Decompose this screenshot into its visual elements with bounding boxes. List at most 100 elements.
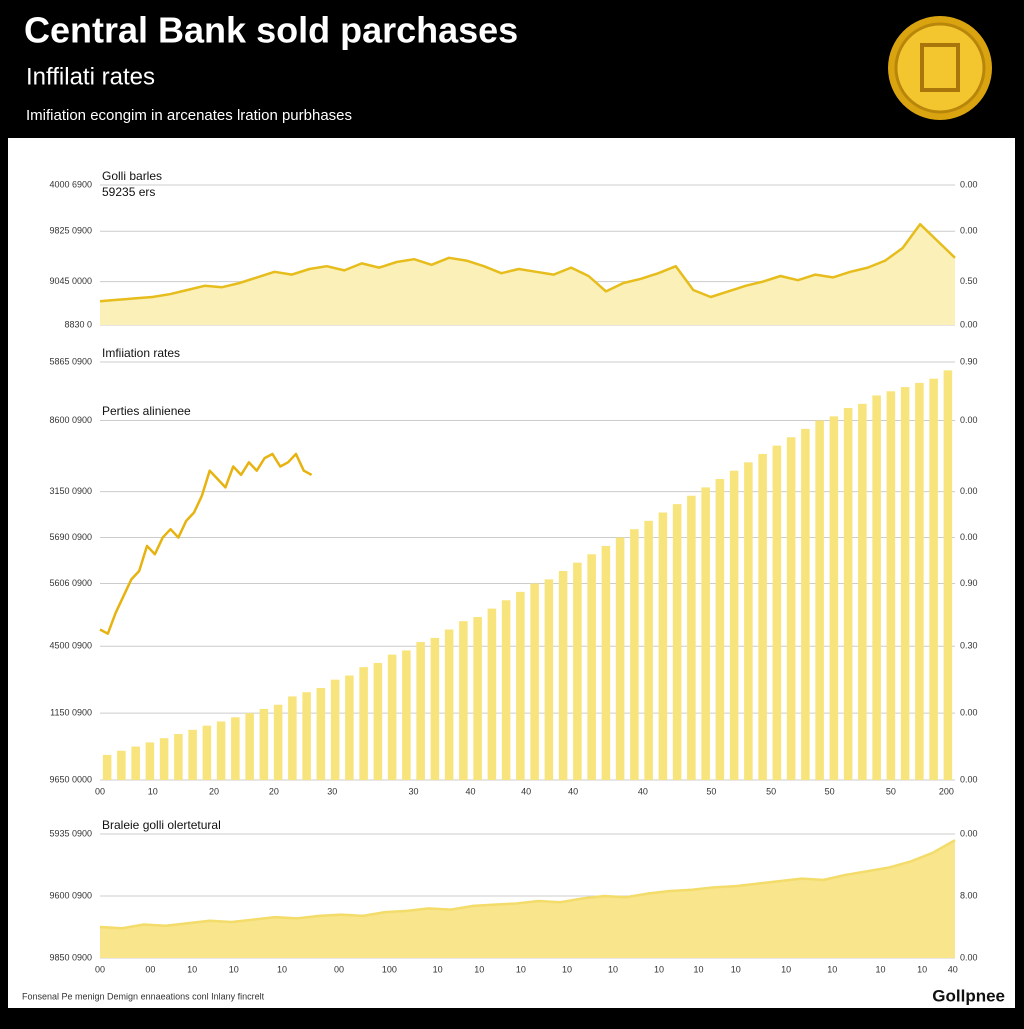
bar xyxy=(387,654,397,780)
x-tick-label: 10 xyxy=(148,786,158,796)
x-tick-label: 10 xyxy=(277,964,287,974)
area xyxy=(100,840,955,958)
bar xyxy=(758,453,767,780)
bar xyxy=(815,420,824,780)
bar xyxy=(288,696,297,780)
bar xyxy=(658,512,668,780)
x-tick-label: 40 xyxy=(638,786,648,796)
y-tick-label: 5935 0900 xyxy=(49,828,92,838)
bar xyxy=(772,445,782,780)
bar xyxy=(487,608,497,780)
bar xyxy=(929,378,938,780)
bar xyxy=(216,721,226,780)
x-tick-label: 00 xyxy=(95,964,105,974)
x-tick-label: 10 xyxy=(875,964,885,974)
bar xyxy=(544,579,554,780)
bar xyxy=(829,416,839,780)
x-tick-label: 00 xyxy=(145,964,155,974)
y-tick-label: 4500 0900 xyxy=(49,641,92,651)
bar xyxy=(644,520,653,780)
y2-tick-label: 0.00 xyxy=(960,828,978,838)
chart-title: Golli barles xyxy=(102,169,162,183)
bar xyxy=(444,629,454,780)
bar xyxy=(501,600,511,780)
bar xyxy=(601,545,611,780)
y-tick-label: 1150 0900 xyxy=(50,707,92,717)
x-tick-label: 10 xyxy=(187,964,197,974)
y-tick-label: 3150 0900 xyxy=(49,486,92,496)
bar xyxy=(259,708,269,780)
x-tick-label: 10 xyxy=(917,964,927,974)
y2-tick-label: 0.00 xyxy=(960,486,978,496)
bar xyxy=(231,717,240,780)
bar xyxy=(145,742,155,780)
y-tick-label: 8830 0 xyxy=(64,319,92,329)
subtitle: Inffilati rates xyxy=(26,63,155,90)
y2-tick-label: 8.00 xyxy=(960,890,978,900)
y2-tick-label: 0.00 xyxy=(960,774,978,784)
bar xyxy=(516,591,525,780)
bar xyxy=(188,729,197,780)
x-tick-label: 100 xyxy=(382,964,397,974)
bar xyxy=(729,470,739,780)
y-tick-label: 9600 0900 xyxy=(49,890,92,900)
y-tick-label: 4000 6900 xyxy=(49,179,92,189)
bar xyxy=(345,675,354,780)
bar xyxy=(159,738,169,780)
x-tick-label: 00 xyxy=(95,786,105,796)
x-tick-label: 10 xyxy=(562,964,572,974)
bar xyxy=(430,637,440,780)
x-tick-label: 10 xyxy=(827,964,837,974)
y-tick-label: 9650 0000 xyxy=(49,774,92,784)
bar xyxy=(843,407,853,780)
bar xyxy=(744,462,753,780)
bar xyxy=(943,370,953,780)
bar xyxy=(402,650,411,780)
line xyxy=(99,452,313,635)
chart-title: Braleie golli olertetural xyxy=(102,818,221,832)
bar xyxy=(174,734,183,780)
bar xyxy=(245,713,254,780)
y-tick-label: 9045 0000 xyxy=(49,276,92,286)
bar xyxy=(900,387,910,780)
y2-tick-label: 0.00 xyxy=(960,952,978,962)
x-tick-label: 20 xyxy=(209,786,219,796)
x-tick-label: 10 xyxy=(731,964,741,974)
y-tick-label: 9825 0900 xyxy=(49,226,92,236)
bar xyxy=(886,391,896,780)
x-tick-label: 40 xyxy=(948,964,958,974)
x-tick-label: 10 xyxy=(433,964,443,974)
x-tick-label: 20 xyxy=(269,786,279,796)
chart-title: Imfiiation rates xyxy=(102,346,180,360)
x-tick-label: 10 xyxy=(693,964,703,974)
bar xyxy=(330,679,340,780)
x-tick-label: 40 xyxy=(465,786,475,796)
bar xyxy=(801,428,810,780)
y2-tick-label: 0.50 xyxy=(960,276,978,286)
bar xyxy=(630,529,639,780)
bar xyxy=(131,746,140,780)
bar xyxy=(530,583,539,780)
bar xyxy=(587,554,596,780)
bar xyxy=(701,487,710,780)
y-tick-label: 5690 0900 xyxy=(49,532,92,542)
bar xyxy=(573,562,582,780)
x-tick-label: 10 xyxy=(608,964,618,974)
brand: Gollpnee xyxy=(932,986,1005,1005)
x-tick-label: 30 xyxy=(408,786,418,796)
y-tick-label: 5606 0900 xyxy=(49,578,92,588)
y2-tick-label: 0.30 xyxy=(960,641,978,651)
bar xyxy=(715,479,725,780)
chart-subtitle: Perties alinienee xyxy=(102,404,191,418)
y2-tick-label: 0.00 xyxy=(960,319,978,329)
bar xyxy=(102,754,112,780)
x-tick-label: 10 xyxy=(654,964,664,974)
y-tick-label: 8600 0900 xyxy=(49,415,92,425)
x-tick-label: 50 xyxy=(706,786,716,796)
x-tick-label: 40 xyxy=(568,786,578,796)
bar xyxy=(615,537,625,780)
coin xyxy=(888,16,992,120)
y-tick-label: 5865 0900 xyxy=(49,356,92,366)
bar xyxy=(872,395,881,780)
